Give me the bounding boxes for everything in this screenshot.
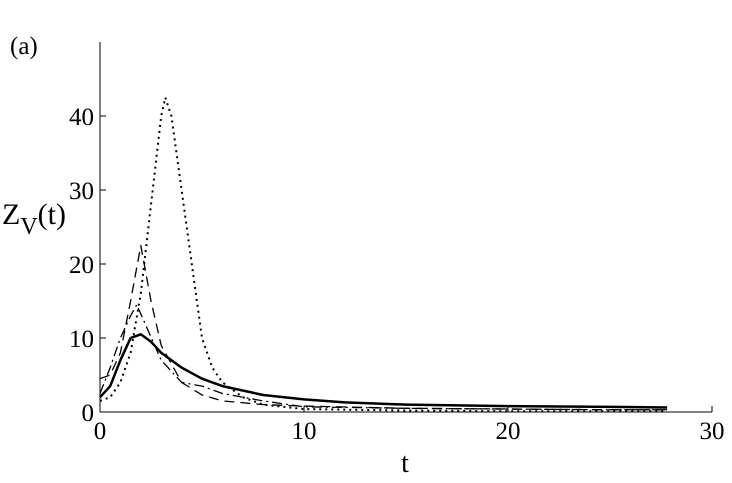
y-axis-label: ZV(t): [2, 198, 66, 240]
series-line: [99, 304, 668, 411]
y-tick-label: 30: [69, 178, 94, 205]
x-tick-label: 10: [292, 418, 317, 445]
y-tick-label: 0: [82, 400, 95, 427]
series-line: [99, 333, 668, 409]
x-tick-label: 30: [700, 418, 725, 445]
x-tick-label: 20: [496, 418, 521, 445]
panel-label: (a): [10, 33, 38, 60]
x-axis-label: t: [401, 448, 409, 478]
series-line: [99, 244, 668, 411]
x-tick-label: 0: [94, 418, 107, 445]
y-label-sub: V: [20, 214, 38, 240]
y-tick-label: 20: [69, 252, 94, 279]
y-label-rest: (t): [38, 198, 66, 231]
y-tick-label: 10: [69, 326, 94, 353]
y-label-main: Z: [2, 198, 20, 231]
y-tick-label: 40: [69, 104, 94, 131]
series-line: [99, 96, 668, 413]
